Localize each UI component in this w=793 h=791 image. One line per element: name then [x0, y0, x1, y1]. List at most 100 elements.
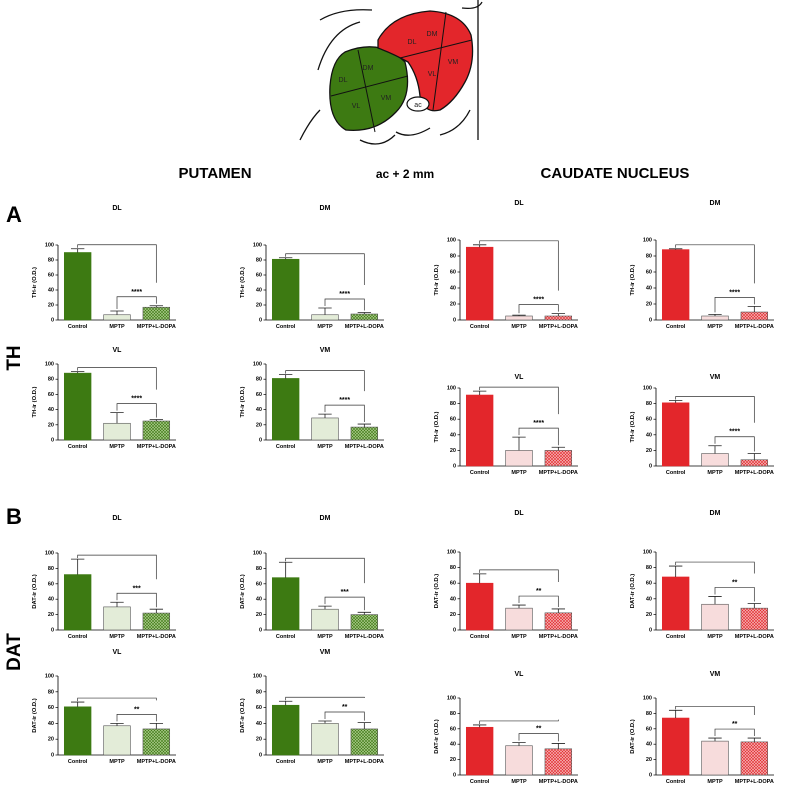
y-tick-label: 60	[646, 581, 652, 587]
y-tick-label: 80	[48, 377, 54, 383]
bar-chart: DL TH-ir (O.D.) 0 20 40 60 80 100 Control MPTP MPT…	[434, 200, 578, 330]
y-axis-label: DAT-ir (O.D.)	[434, 574, 440, 608]
bar	[701, 740, 729, 776]
bar	[544, 315, 573, 321]
error-bar	[110, 310, 124, 315]
significance-bracket	[116, 403, 157, 418]
chart-title: DM	[320, 515, 331, 522]
significance-bracket	[77, 554, 157, 580]
x-tick-label: Control	[666, 470, 686, 476]
bar	[661, 717, 690, 776]
error-bar	[70, 248, 85, 253]
bar	[350, 728, 379, 756]
x-tick-label: MPTP+L-DOPA	[137, 759, 176, 765]
y-axis-label: TH-ir (O.D.)	[630, 264, 636, 295]
y-tick-label: 80	[450, 565, 456, 571]
y-tick-label: 20	[256, 422, 262, 428]
column-header: PUTAMEN	[178, 165, 251, 182]
bar	[740, 311, 769, 321]
bar	[63, 706, 92, 756]
x-tick-label: Control	[470, 634, 490, 640]
error-bar	[149, 419, 164, 421]
significance-bracket	[285, 696, 365, 701]
y-tick-label: 100	[643, 695, 652, 701]
error-bar	[278, 561, 293, 578]
error-bar	[70, 701, 85, 707]
y-tick-label: 100	[45, 673, 54, 679]
y-tick-label: 60	[48, 392, 54, 398]
significance-bracket	[479, 240, 559, 291]
x-tick-label: Control	[470, 779, 490, 785]
y-tick-label: 40	[256, 407, 262, 413]
bar	[701, 315, 729, 321]
significance-bracket	[675, 244, 755, 284]
y-tick-label: 100	[45, 242, 54, 248]
y-tick-label: 40	[646, 285, 652, 291]
bar	[271, 577, 300, 631]
y-tick-label: 40	[450, 742, 456, 748]
error-bar	[472, 244, 487, 248]
bar	[661, 576, 690, 631]
y-tick-label: 0	[649, 772, 652, 778]
error-bar	[472, 390, 487, 396]
bar-chart: DL DAT-ir (O.D.) 0 20 40 60 80 100 Control MPTP MP…	[32, 515, 176, 640]
error-bar	[278, 700, 293, 706]
bar	[311, 314, 339, 321]
y-tick-label: 80	[256, 377, 262, 383]
significance-bracket	[518, 733, 559, 742]
y-axis-label: TH-ir (O.D.)	[434, 411, 440, 442]
bar	[740, 607, 769, 631]
bar	[311, 608, 339, 631]
significance-label: **	[732, 579, 738, 586]
x-tick-label: MPTP+L-DOPA	[539, 634, 578, 640]
x-tick-label: MPTP+L-DOPA	[735, 324, 774, 330]
significance-bracket	[285, 370, 365, 392]
x-tick-label: MPTP+L-DOPA	[345, 444, 384, 450]
x-tick-label: MPTP	[317, 759, 333, 765]
bar	[740, 741, 769, 776]
y-tick-label: 0	[649, 463, 652, 469]
significance-bracket	[324, 711, 365, 721]
error-bar	[708, 445, 722, 454]
error-bar	[278, 257, 293, 260]
chart-title: VM	[320, 649, 331, 656]
bar	[465, 394, 494, 467]
y-axis-label: DAT-ir (O.D.)	[434, 719, 440, 753]
y-tick-label: 100	[447, 237, 456, 243]
x-tick-label: Control	[666, 634, 686, 640]
significance-bracket	[518, 427, 559, 446]
bar	[505, 450, 533, 467]
y-tick-label: 0	[259, 317, 262, 323]
region-label: VM	[448, 59, 459, 66]
y-tick-label: 60	[256, 392, 262, 398]
y-tick-label: 60	[646, 726, 652, 732]
bar	[103, 314, 131, 321]
chart-title: VM	[320, 347, 331, 354]
significance-bracket	[675, 705, 755, 716]
x-tick-label: MPTP	[511, 324, 527, 330]
significance-bracket	[714, 436, 755, 452]
x-tick-label: MPTP+L-DOPA	[735, 779, 774, 785]
bar	[544, 450, 573, 467]
bar	[465, 246, 494, 321]
bar	[465, 582, 494, 631]
y-tick-label: 20	[256, 302, 262, 308]
error-bar	[512, 742, 526, 746]
significance-bracket	[324, 596, 365, 611]
significance-bracket	[77, 697, 157, 702]
y-tick-label: 0	[453, 463, 456, 469]
y-axis-label: TH-ir (O.D.)	[630, 411, 636, 442]
bar	[142, 306, 171, 321]
x-tick-label: MPTP	[109, 324, 125, 330]
y-tick-label: 80	[256, 689, 262, 695]
significance-bracket	[116, 592, 157, 608]
x-tick-label: Control	[276, 759, 296, 765]
putamen-divider	[330, 49, 409, 133]
x-tick-label: MPTP	[317, 634, 333, 640]
y-tick-label: 100	[447, 385, 456, 391]
panel-label: B	[6, 504, 22, 529]
chart-title: VL	[113, 347, 123, 354]
y-tick-label: 40	[256, 287, 262, 293]
error-bar	[149, 723, 164, 729]
